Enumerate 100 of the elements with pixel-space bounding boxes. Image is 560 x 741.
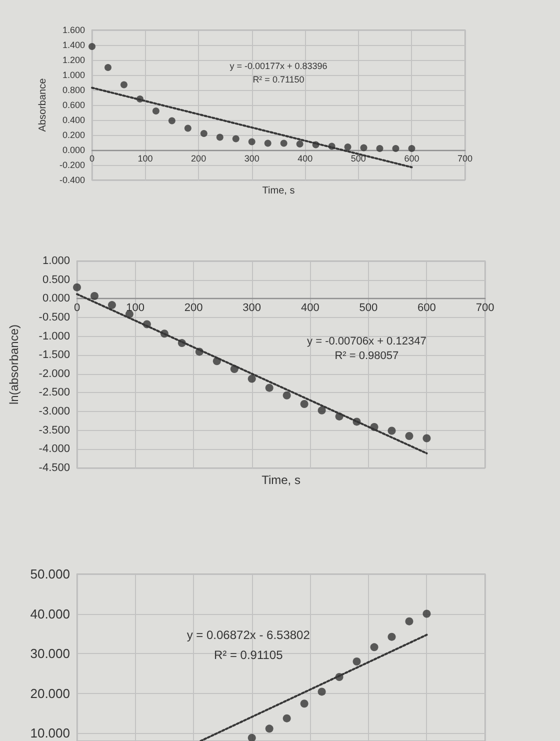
point [422, 434, 431, 442]
point [230, 365, 238, 374]
x-tick-label: 600 [418, 302, 436, 314]
y-tick-label: -0.200 [59, 160, 85, 170]
y-tick-label: 1.600 [62, 25, 85, 35]
point [200, 130, 208, 137]
x-axis-title: Time, s [262, 473, 300, 487]
annotation: y = -0.00177x + 0.83396 [230, 61, 328, 71]
x-tick-label: 500 [359, 302, 378, 314]
y-tick-label: 0.600 [62, 100, 85, 110]
point [120, 81, 128, 88]
y-axis-title: ln(absorbance) [7, 324, 21, 405]
y-tick-label: 1.200 [62, 55, 85, 65]
x-tick-label: 100 [138, 154, 153, 164]
y-tick-label: 1.000 [62, 70, 85, 80]
y-tick-label: 1.000 [42, 255, 70, 267]
annotation: y = -0.00706x + 0.12347 [307, 336, 426, 348]
y-tick-label: -0.400 [59, 175, 85, 185]
point [184, 124, 192, 132]
x-tick-label: 400 [300, 302, 320, 314]
point [388, 426, 396, 435]
y-tick-label: -2.500 [38, 386, 70, 399]
point [300, 700, 308, 708]
point [405, 617, 414, 626]
y-tick-label: 40.000 [30, 606, 70, 622]
y-tick-label: -3.500 [38, 424, 70, 436]
point [370, 422, 378, 431]
x-tick-label: 400 [298, 154, 313, 164]
x-tick-label: 700 [476, 302, 494, 314]
point [335, 412, 344, 420]
x-tick-label: 300 [244, 154, 260, 164]
y-tick-label: -4.500 [38, 462, 70, 474]
point [142, 320, 151, 328]
point [264, 140, 272, 147]
point [248, 374, 256, 383]
y-tick-label: 0.400 [62, 115, 85, 125]
point [328, 142, 336, 150]
y-tick-label: 20.000 [30, 686, 70, 701]
point [280, 140, 288, 147]
point [265, 724, 274, 733]
y-tick-label: -4.000 [38, 443, 70, 456]
y-tick-label: -1.000 [38, 330, 70, 342]
point [296, 140, 304, 148]
point [318, 406, 326, 414]
point [408, 145, 416, 152]
point [195, 348, 204, 356]
point [422, 610, 431, 618]
point [388, 632, 396, 641]
point [88, 43, 96, 50]
x-tick-label: 100 [126, 302, 144, 314]
point [370, 643, 378, 652]
point [178, 339, 186, 348]
point [360, 144, 368, 152]
y-tick-label: -1.500 [38, 349, 70, 362]
x-axis-title: Time, s [262, 186, 295, 196]
point [376, 145, 384, 152]
point [352, 418, 361, 426]
x-tick-label: 600 [404, 154, 420, 164]
annotation: R² = 0.91105 [214, 648, 284, 662]
y-tick-label: 1.400 [62, 40, 85, 50]
y-axis-title: Absorbance [38, 78, 48, 132]
point [90, 292, 98, 300]
point [160, 330, 168, 338]
y-tick-label: -2.000 [38, 368, 70, 380]
y-tick-label: 0.500 [42, 274, 70, 286]
y-tick-label: 0.000 [62, 145, 85, 155]
point [392, 145, 400, 152]
x-tick-label: 0 [89, 154, 95, 164]
x-tick-label: 500 [350, 154, 366, 164]
annotation: R² = 0.71150 [252, 74, 304, 84]
point [318, 688, 326, 696]
point [312, 141, 320, 148]
point [344, 144, 352, 150]
point [335, 672, 344, 681]
x-tick-label: 200 [184, 302, 203, 314]
y-tick-label: 10.000 [30, 726, 70, 741]
point [405, 432, 414, 440]
y-tick-label: 30.000 [30, 646, 70, 662]
point [104, 64, 112, 71]
y-tick-label: 0.200 [62, 130, 85, 140]
point [136, 96, 144, 102]
point [248, 734, 256, 741]
y-tick-label: -0.500 [38, 311, 70, 324]
point [248, 138, 256, 146]
annotation: R² = 0.98057 [334, 350, 399, 362]
point [352, 657, 361, 666]
point [232, 135, 240, 142]
x-tick-label: 300 [242, 302, 262, 314]
point [300, 400, 308, 408]
point [216, 134, 224, 141]
y-tick-label: 0.000 [42, 292, 70, 305]
y-tick-label: 0.800 [62, 85, 85, 95]
y-tick-label: 50.000 [30, 566, 70, 582]
x-tick-label: 0 [74, 302, 80, 314]
point [73, 283, 81, 292]
point [152, 108, 160, 114]
annotation: y = 0.06872x - 6.53802 [186, 628, 310, 642]
point [168, 117, 176, 124]
x-tick-label: 200 [191, 154, 206, 164]
y-tick-label: -3.000 [38, 406, 70, 418]
